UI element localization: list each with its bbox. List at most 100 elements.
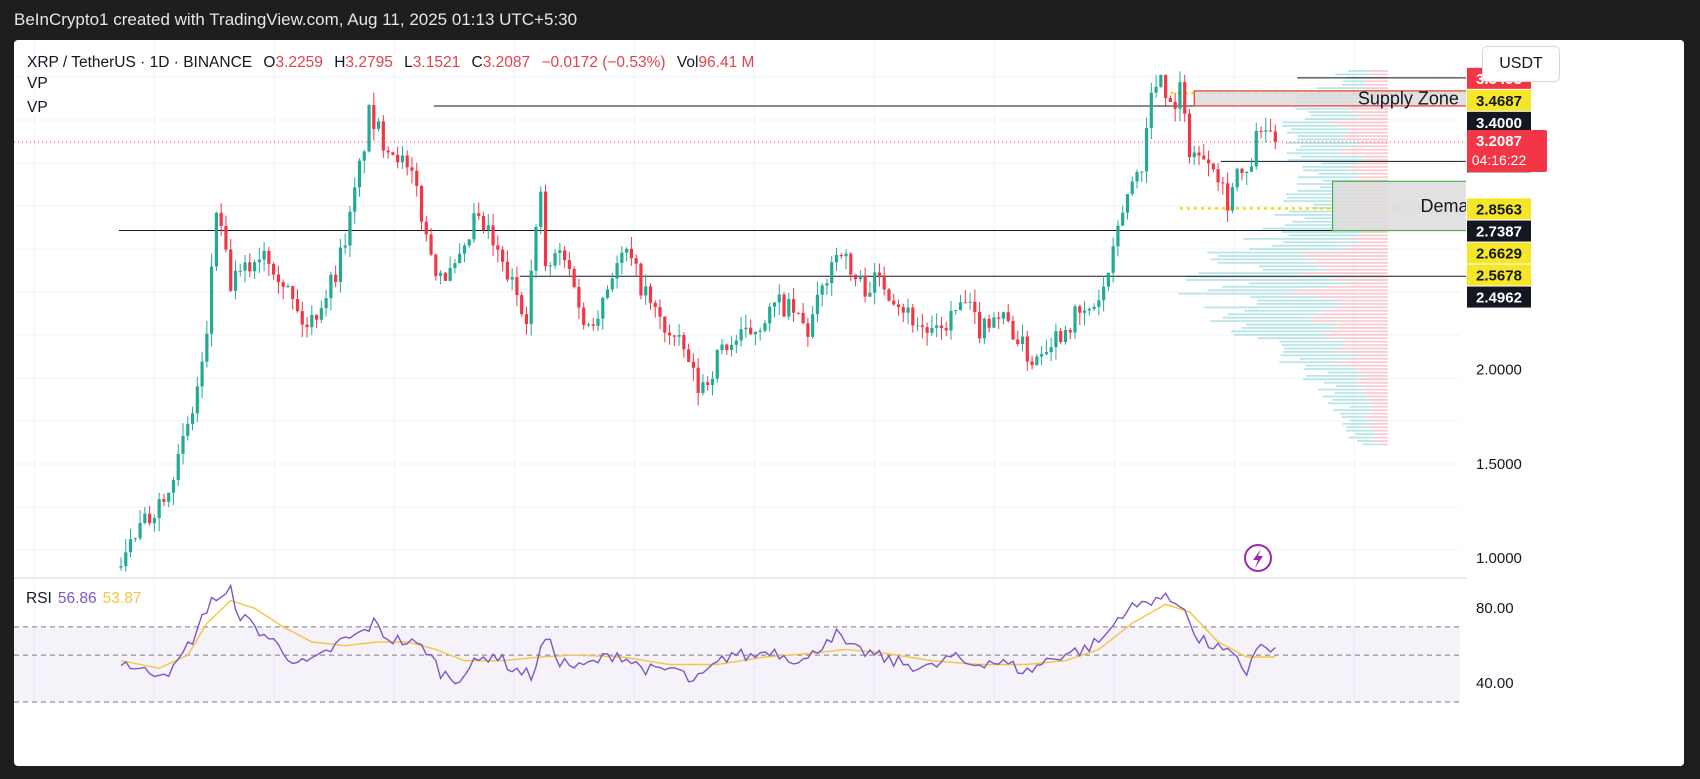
candle-body bbox=[796, 312, 800, 314]
price-tick-label: 2.0000 bbox=[1476, 362, 1522, 379]
candle-body bbox=[1130, 181, 1134, 195]
candle-body bbox=[653, 302, 657, 307]
candle-body bbox=[438, 272, 443, 276]
candle-body bbox=[243, 262, 247, 271]
candle-body bbox=[1054, 331, 1058, 348]
candle-body bbox=[758, 330, 762, 332]
candle-body bbox=[424, 221, 428, 235]
candle-body bbox=[458, 253, 462, 264]
indicator-vp-1[interactable]: VP bbox=[27, 75, 48, 92]
candle-body bbox=[615, 263, 619, 279]
candle-body bbox=[314, 314, 319, 320]
last-price-label: 3.2087 bbox=[1476, 133, 1522, 150]
candle-body bbox=[763, 323, 767, 331]
candle-body bbox=[157, 499, 161, 519]
candle-body bbox=[553, 253, 557, 266]
candle-body bbox=[448, 267, 452, 281]
candle-body bbox=[1087, 308, 1091, 311]
candle-body bbox=[1135, 171, 1139, 182]
candle-body bbox=[935, 325, 939, 328]
candle-body bbox=[229, 249, 233, 291]
candle-body bbox=[305, 324, 309, 328]
candle-body bbox=[734, 340, 738, 345]
candle-body bbox=[1111, 246, 1115, 273]
watermark-text: BeInCrypto1 created with TradingView.com… bbox=[14, 10, 578, 29]
candle-body bbox=[353, 187, 357, 212]
candle-body bbox=[1092, 306, 1096, 309]
candle-body bbox=[524, 314, 529, 324]
candle-body bbox=[510, 277, 514, 280]
volume-label: Vol bbox=[676, 54, 699, 71]
candle-body bbox=[849, 253, 853, 275]
candle-body bbox=[496, 245, 500, 250]
candle-body bbox=[1178, 82, 1182, 109]
candle-body bbox=[348, 211, 352, 246]
candle-body bbox=[310, 314, 314, 328]
candle-body bbox=[1268, 130, 1273, 132]
candle-body bbox=[820, 285, 824, 295]
candle-body bbox=[667, 332, 672, 336]
candle-body bbox=[124, 552, 128, 567]
candle-body bbox=[167, 492, 171, 502]
rsi-value: 56.86 bbox=[57, 590, 97, 607]
price-level-label: 3.4687 bbox=[1476, 93, 1522, 110]
candle-body bbox=[563, 250, 567, 261]
candle-body bbox=[963, 302, 967, 304]
candle-body bbox=[152, 518, 156, 524]
candle-body bbox=[467, 239, 471, 246]
candle-body bbox=[725, 344, 729, 350]
candle-body bbox=[863, 275, 867, 297]
high-value: 3.2795 bbox=[345, 54, 393, 71]
candle-body bbox=[663, 316, 667, 333]
candle-body bbox=[749, 327, 753, 335]
candle-body bbox=[391, 152, 395, 155]
candle-body bbox=[582, 307, 586, 326]
candle-body bbox=[925, 327, 929, 333]
candle-body bbox=[357, 160, 362, 188]
candle-body bbox=[477, 213, 481, 216]
candle-body bbox=[868, 292, 872, 297]
candle-body bbox=[338, 247, 343, 282]
candle-body bbox=[543, 191, 548, 267]
candle-body bbox=[558, 250, 562, 254]
price-level-tag bbox=[1467, 220, 1531, 242]
candle-body bbox=[343, 245, 347, 248]
candle-body bbox=[706, 382, 710, 385]
candle-body bbox=[853, 274, 858, 280]
candle-body bbox=[1040, 354, 1044, 357]
candle-body bbox=[577, 286, 581, 308]
candle-body bbox=[515, 277, 519, 296]
candle-body bbox=[162, 499, 166, 502]
candle-body bbox=[324, 298, 328, 309]
close-label: C bbox=[471, 54, 483, 71]
candle-body bbox=[715, 350, 719, 379]
candle-body bbox=[334, 274, 338, 282]
candle-body bbox=[1035, 356, 1039, 366]
candle-body bbox=[834, 255, 839, 263]
last-price-tag bbox=[1467, 129, 1547, 172]
candle-body bbox=[648, 286, 653, 303]
symbol-name[interactable]: XRP / TetherUS · 1D · BINANCE bbox=[27, 54, 253, 71]
indicator-vp-2[interactable]: VP bbox=[27, 99, 48, 116]
candle-body bbox=[782, 294, 786, 317]
candle-body bbox=[128, 539, 133, 553]
currency-button[interactable]: USDT bbox=[1482, 46, 1560, 82]
price-tick-label: 1.0000 bbox=[1476, 550, 1522, 567]
low-label: L bbox=[404, 54, 413, 71]
candle-body bbox=[1249, 166, 1254, 172]
rsi-label[interactable]: RSI bbox=[26, 590, 52, 607]
change-value: −0.0172 (−0.53%) bbox=[541, 54, 666, 71]
candle-body bbox=[386, 150, 390, 153]
candle-body bbox=[839, 255, 843, 257]
lightning-icon[interactable] bbox=[1244, 544, 1272, 572]
candle-body bbox=[1049, 347, 1053, 353]
candle-body bbox=[472, 213, 476, 240]
candle-body bbox=[973, 301, 977, 312]
candle-body bbox=[844, 253, 848, 257]
candle-body bbox=[362, 151, 366, 161]
candle-body bbox=[1001, 312, 1006, 319]
price-level-label: 2.7387 bbox=[1476, 224, 1522, 241]
candle-body bbox=[210, 266, 214, 334]
